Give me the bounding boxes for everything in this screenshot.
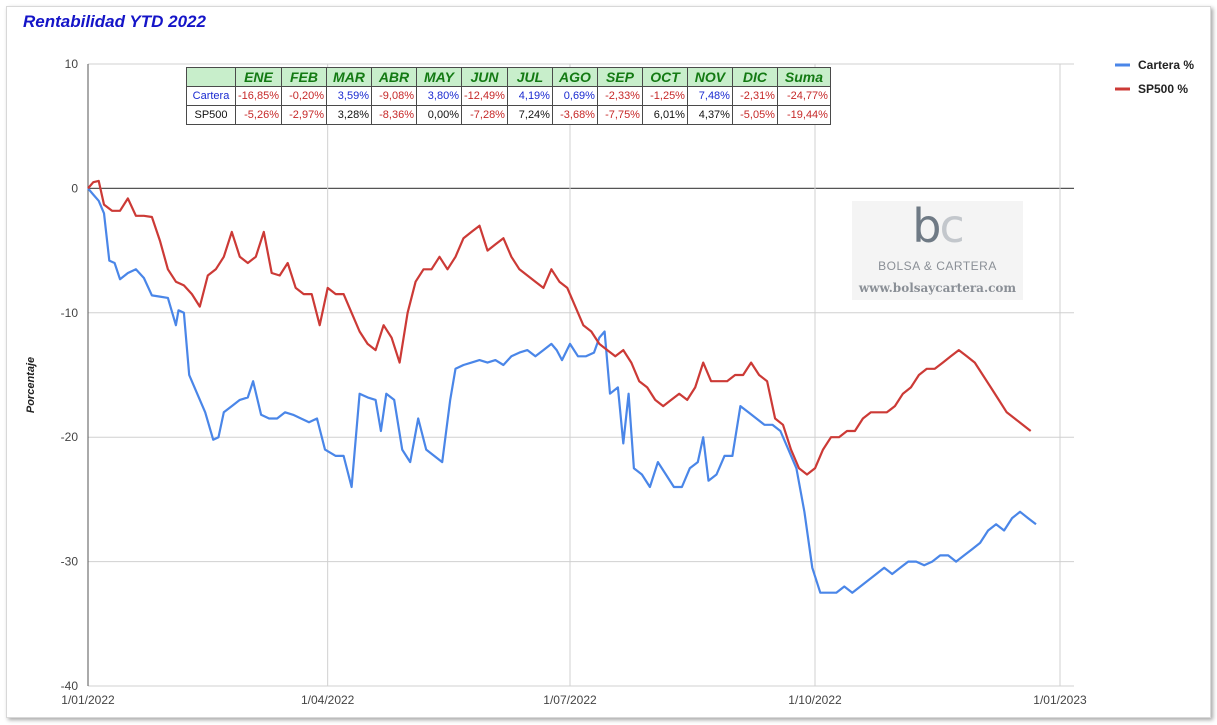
x-tick-label: 1/01/2023 xyxy=(1033,693,1087,707)
table-cell: 3,59% xyxy=(325,86,372,106)
watermark-monogram: bc xyxy=(912,199,965,253)
legend-label[interactable]: Cartera % xyxy=(1138,58,1194,72)
y-tick-label: -20 xyxy=(61,430,79,444)
series-lines xyxy=(87,179,1037,594)
series-line-sp500 xyxy=(87,179,1032,476)
table-header-cell: Suma xyxy=(776,67,831,87)
grid-lines xyxy=(87,63,1074,687)
y-tick-label: 0 xyxy=(71,181,78,195)
table-cell: 6,01% xyxy=(641,105,688,125)
table-cell: -5,26% xyxy=(235,105,282,125)
table-cell: -8,36% xyxy=(370,105,417,125)
y-tick-label: 10 xyxy=(65,57,79,71)
table-cell: -24,77% xyxy=(776,86,831,106)
table-header-cell: SEP xyxy=(596,67,643,87)
table-header-cell: JUL xyxy=(506,67,553,87)
table-cell: 7,48% xyxy=(686,86,733,106)
x-tick-label: 1/07/2022 xyxy=(543,693,597,707)
table-cell: 7,24% xyxy=(506,105,553,125)
table-cell: -5,05% xyxy=(731,105,778,125)
table-row: Cartera -16,85% -0,20% 3,59% -9,08% 3,80% -12,… xyxy=(186,86,831,106)
table-cell: 4,37% xyxy=(686,105,733,125)
table-row-label: SP500 xyxy=(186,105,236,125)
table-row-label: Cartera xyxy=(186,86,236,106)
table-header-cell: JUN xyxy=(460,67,508,87)
table-cell: -7,75% xyxy=(596,105,643,125)
table-header-cell: OCT xyxy=(641,67,688,87)
table-cell: -7,28% xyxy=(460,105,508,125)
table-cell: 0,69% xyxy=(551,86,598,106)
table-header-row: ENE FEB MAR ABR MAY JUN JUL AGO SEP OCT NOV DIC Suma xyxy=(186,67,831,87)
chart-title: Rentabilidad YTD 2022 xyxy=(23,12,206,31)
table-header-cell: ENE xyxy=(235,67,282,87)
table-cell: -9,08% xyxy=(370,86,417,106)
table-header-cell: AGO xyxy=(551,67,598,87)
table-cell: -3,68% xyxy=(551,105,598,125)
y-tick-label: -40 xyxy=(61,679,79,693)
x-tick-label: 1/10/2022 xyxy=(788,693,842,707)
table-row: SP500 -5,26% -2,97% 3,28% -8,36% 0,00% -7,28% 7… xyxy=(186,105,831,125)
table-cell: 4,19% xyxy=(506,86,553,106)
table-header-cell: ABR xyxy=(370,67,417,87)
table-header-cell: NOV xyxy=(686,67,733,87)
table-cell: 0,00% xyxy=(415,105,462,125)
table-cell: -12,49% xyxy=(460,86,508,106)
table-cell: -0,20% xyxy=(280,86,327,106)
legend-label[interactable]: SP500 % xyxy=(1138,82,1188,96)
table-header-cell: FEB xyxy=(280,67,327,87)
watermark-url: www.bolsaycartera.com xyxy=(858,281,1017,295)
table-cell: -2,31% xyxy=(731,86,778,106)
y-tick-label: -10 xyxy=(61,306,79,320)
y-axis-ticks: 10 0 -10 -20 -30 -40 xyxy=(61,57,79,693)
watermark-name: BOLSA & CARTERA xyxy=(878,259,997,273)
y-axis-label: Porcentaje xyxy=(25,357,37,413)
table-cell: -1,25% xyxy=(641,86,688,106)
x-axis-ticks: 1/01/2022 1/04/2022 1/07/2022 1/10/2022 1/01… xyxy=(61,693,1087,707)
table-cell: -2,97% xyxy=(280,105,327,125)
series-line-cartera xyxy=(87,187,1037,594)
watermark-logo: bc BOLSA & CARTERA www.bolsaycartera.com xyxy=(852,199,1023,300)
table-cell: 3,80% xyxy=(415,86,462,106)
monthly-returns-table: ENE FEB MAR ABR MAY JUN JUL AGO SEP OCT NOV DIC Suma… xyxy=(186,67,831,125)
table-cell: -16,85% xyxy=(235,86,282,106)
legend[interactable]: Cartera % SP500 % xyxy=(1115,58,1194,96)
table-header-cell xyxy=(186,67,236,87)
table-header-cell: MAR xyxy=(325,67,372,87)
table-cell: -19,44% xyxy=(776,105,831,125)
table-header-cell: DIC xyxy=(731,67,778,87)
x-tick-label: 1/04/2022 xyxy=(301,693,355,707)
y-tick-label: -30 xyxy=(61,555,79,569)
x-tick-label: 1/01/2022 xyxy=(61,693,115,707)
table-cell: -2,33% xyxy=(596,86,643,106)
table-header-cell: MAY xyxy=(415,67,462,87)
table-cell: 3,28% xyxy=(325,105,372,125)
